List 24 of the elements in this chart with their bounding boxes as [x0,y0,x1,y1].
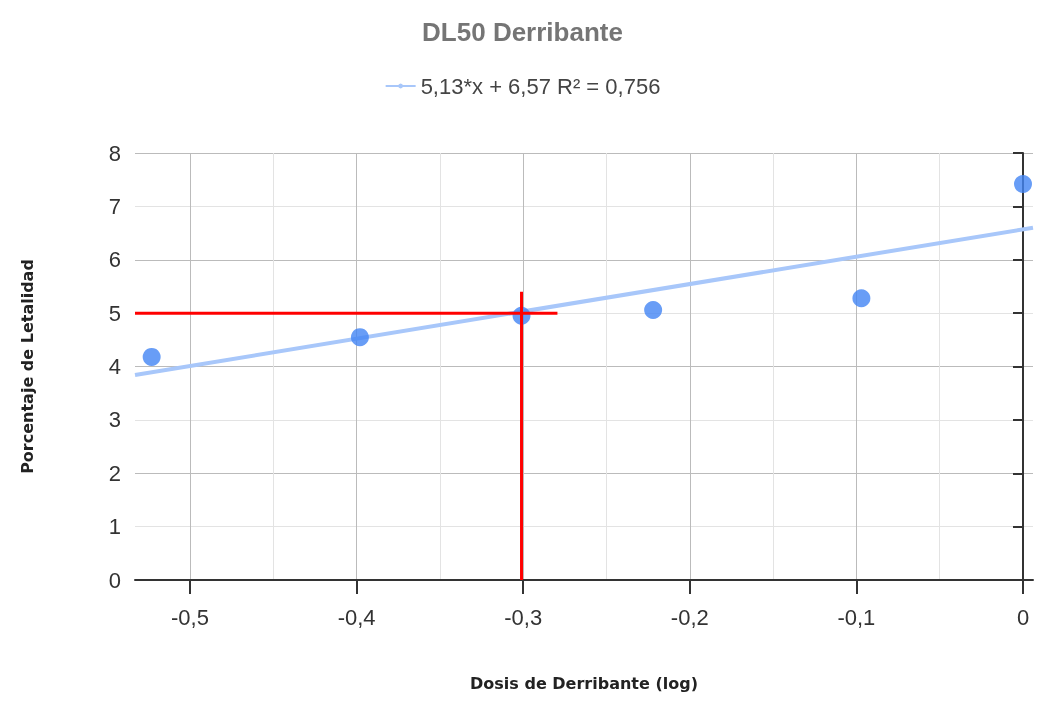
y-tick-label: 6 [108,247,121,273]
y-tick-label: 5 [108,300,121,326]
x-tick-label: 0 [1016,604,1030,630]
x-tick-label: -0,5 [171,604,209,630]
legend-label: 5,13*x + 6,57 R² = 0,756 [420,73,661,99]
y-axis-title: Porcentaje de Letalidad [17,259,37,474]
y-tick-label: 0 [108,567,121,593]
point [644,300,663,319]
point [1014,174,1032,193]
y-tick-label: 4 [108,354,121,379]
y-tick-label: 7 [108,193,121,219]
y-tick-label: 1 [108,514,121,540]
y-tick-label: 2 [108,460,121,486]
point [350,328,369,347]
y-tick-label: 8 [108,140,121,166]
point [852,289,871,308]
y-tick-label: 3 [108,407,121,433]
x-tick-label: -0,4 [337,604,376,630]
point [142,347,161,366]
x-tick-label: -0,2 [670,604,709,630]
x-tick-label: -0,3 [504,604,543,630]
x-axis-title: Dosis de Derribante (log) [470,673,698,693]
chart-title: DL50 Derribante [422,17,623,47]
x-tick-label: -0,1 [837,604,876,630]
